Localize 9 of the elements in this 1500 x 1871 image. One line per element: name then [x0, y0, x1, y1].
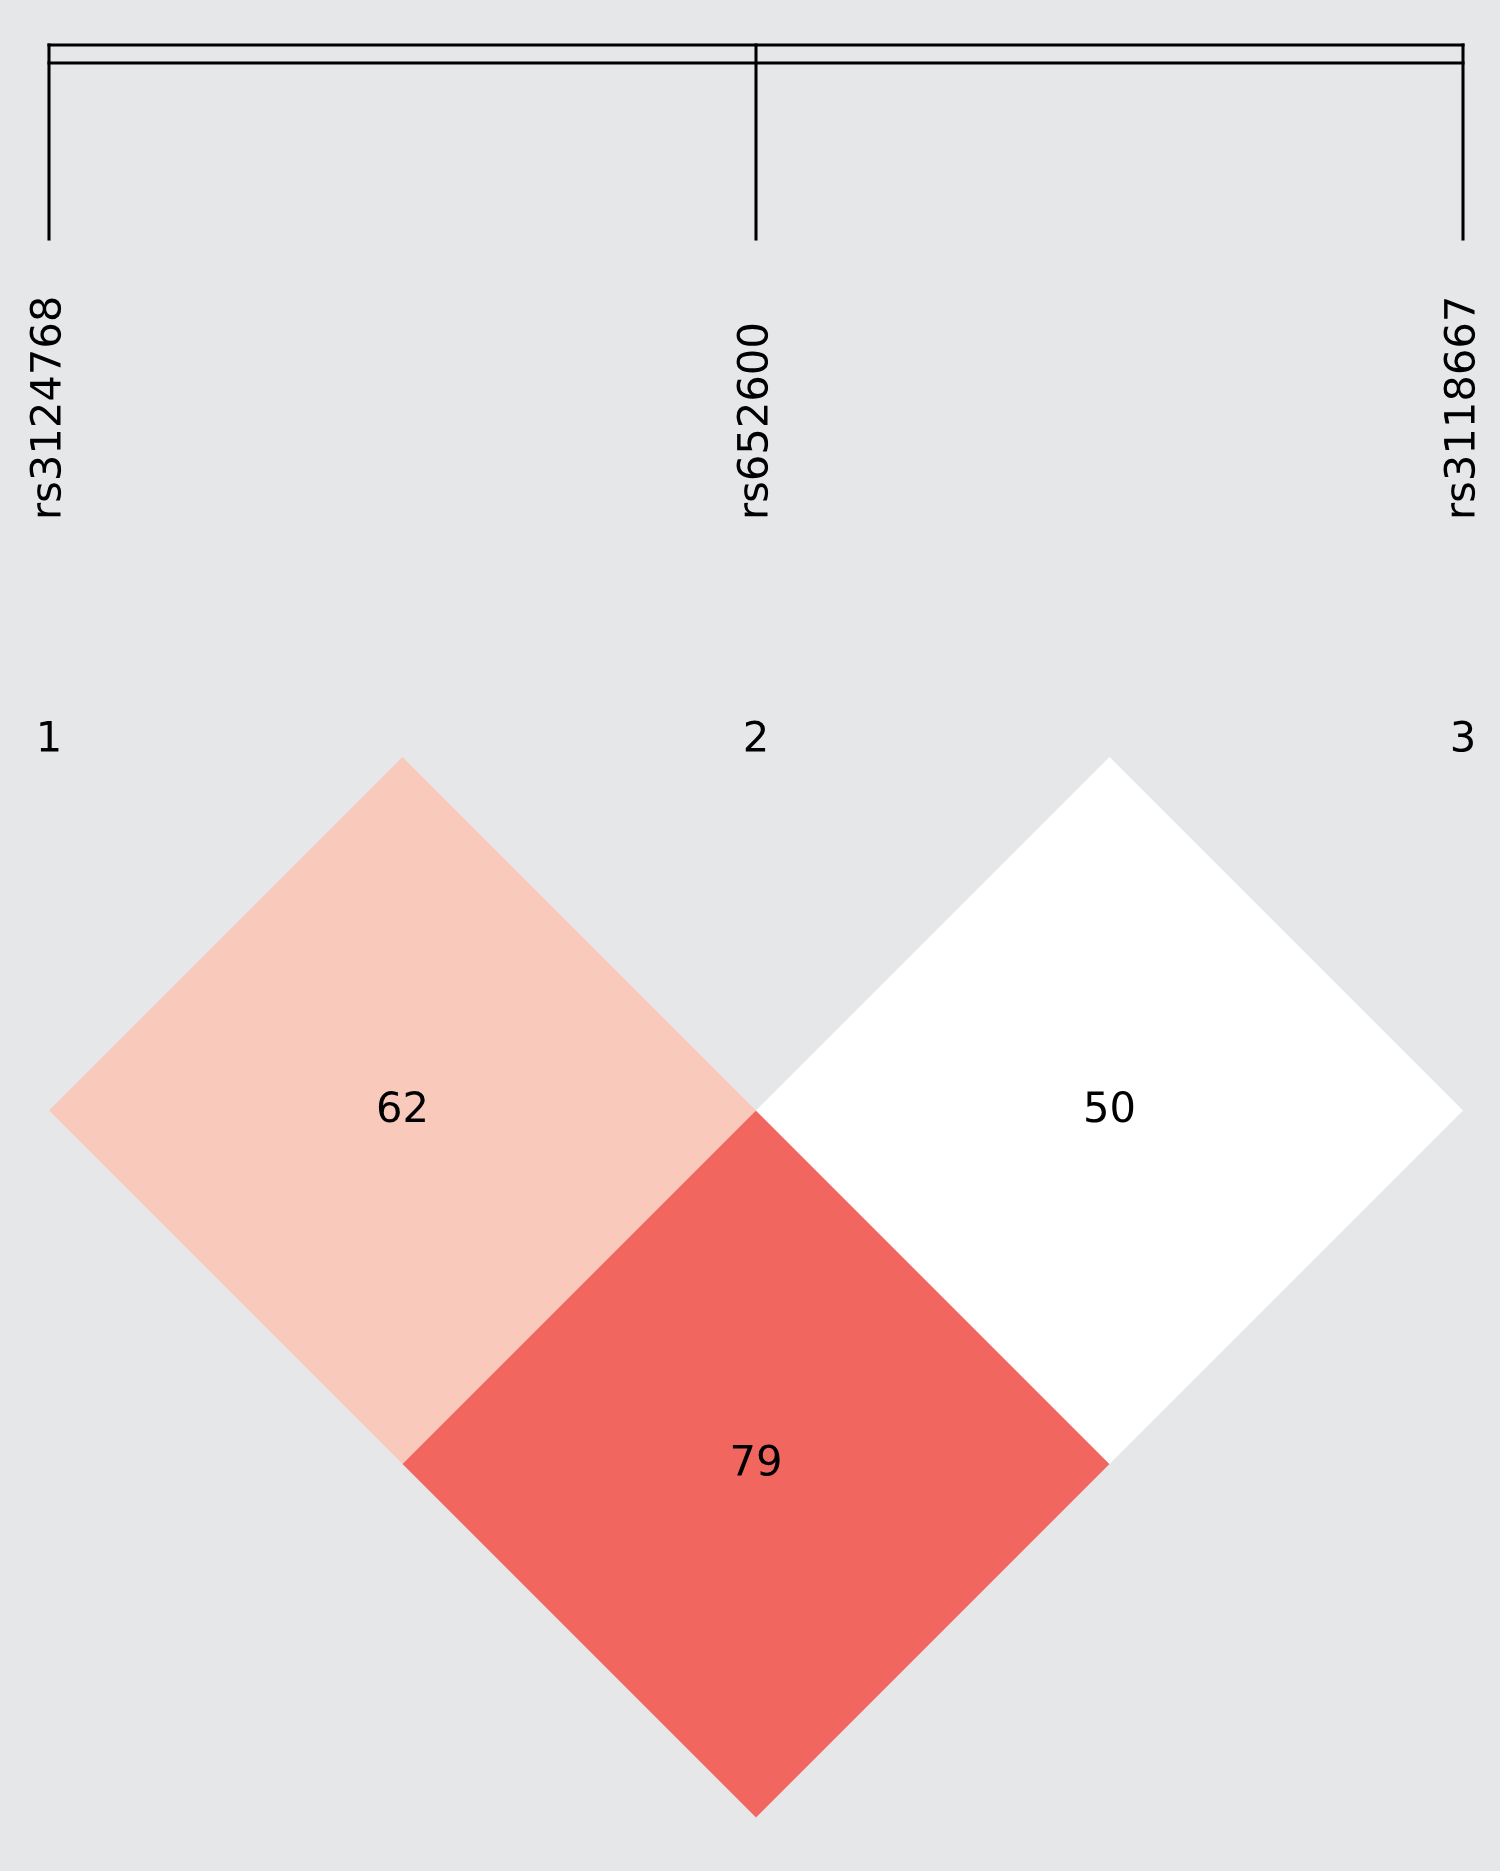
category-label: rs652600: [736, 324, 769, 517]
text: 1: [40, 721, 59, 752]
data-label: 79: [732, 1444, 780, 1477]
text: 2: [745, 720, 766, 752]
data-label: 62: [378, 1091, 425, 1123]
text: 3: [1452, 720, 1473, 753]
category-label: rs3118667: [1443, 299, 1476, 517]
category-label: rs3124768: [29, 298, 62, 517]
data-label: 50: [1086, 1091, 1134, 1123]
